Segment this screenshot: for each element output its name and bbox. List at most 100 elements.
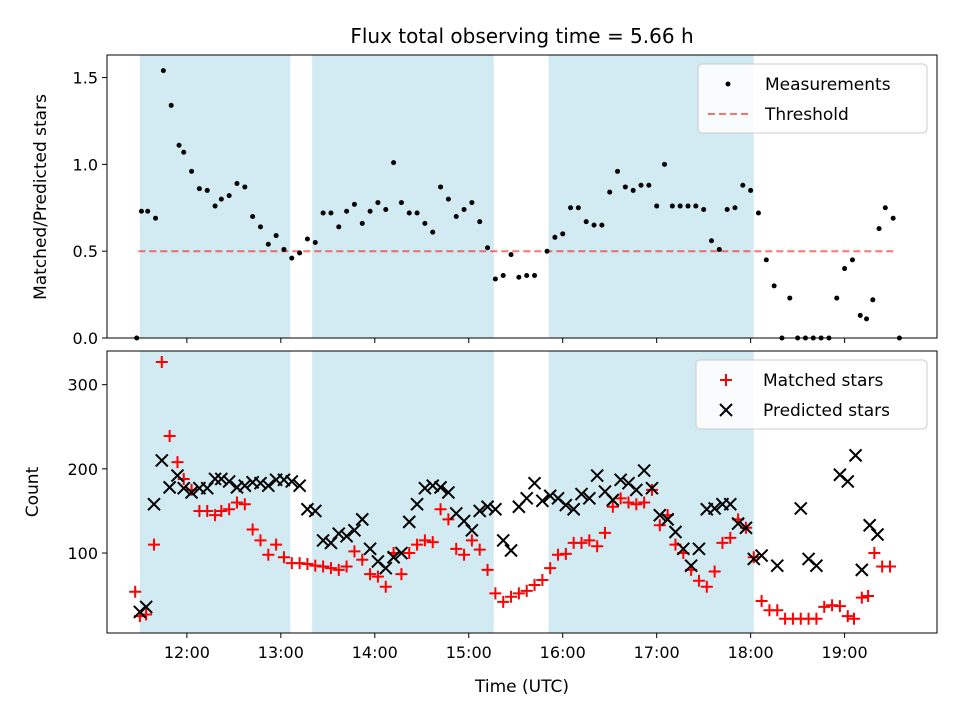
matched-star-point (348, 545, 361, 558)
matched-star-point (848, 612, 860, 625)
matched-star-point (692, 574, 705, 587)
measurement-point (250, 213, 256, 219)
legend-predicted-label: Predicted stars (763, 401, 890, 421)
measurement-point (677, 203, 683, 209)
measurement-point (654, 203, 660, 209)
predicted-star-point (139, 600, 153, 614)
measurement-point (560, 231, 566, 237)
x-tick-label: 14:00 (352, 643, 398, 662)
predicted-star-point (535, 494, 550, 508)
measurement-point (204, 187, 210, 193)
measurement-point (406, 210, 412, 216)
predicted-star-point (418, 481, 432, 495)
legend-measurements-label: Measurements (765, 75, 891, 95)
measurement-point (328, 210, 334, 216)
top-y-axis-label: Matched/Predicted stars (31, 94, 51, 300)
bottom-axes-frame (106, 350, 938, 634)
matched-star-point (458, 548, 471, 561)
matched-star-point (371, 570, 384, 583)
matched-star-point (716, 536, 729, 549)
legend-matched-marker (720, 374, 732, 386)
predicted-star-point (261, 478, 276, 493)
top-legend-box (697, 63, 928, 134)
matched-star-point (379, 580, 392, 593)
matched-star-point (332, 563, 345, 576)
matched-star-point (262, 548, 275, 561)
matched-star-point (528, 579, 541, 592)
predicted-star-point (543, 489, 557, 503)
measurement-point (732, 205, 738, 211)
measurement-point (351, 201, 357, 207)
predicted-star-point (222, 474, 236, 489)
measurement-point (638, 182, 644, 188)
predicted-star-point (441, 485, 456, 500)
measurement-point (508, 252, 514, 258)
predicted-star-point (684, 558, 698, 573)
measurement-point (607, 189, 613, 195)
matched-star-point (129, 585, 142, 598)
predicted-star-point (645, 481, 659, 495)
measurement-point (646, 182, 652, 188)
predicted-star-point (629, 483, 644, 497)
matched-star-point (841, 610, 854, 623)
measurement-point (532, 272, 538, 278)
matched-star-point (215, 504, 228, 517)
measurement-point (438, 184, 444, 190)
measurement-point (312, 240, 318, 246)
chart-title: Flux total observing time = 5.66 h (350, 24, 693, 48)
matched-star-point (209, 509, 222, 522)
predicted-star-point (747, 552, 761, 566)
measurement-point (226, 193, 232, 199)
predicted-star-point (488, 502, 503, 516)
measurement-point (568, 205, 574, 211)
predicted-star-point (285, 474, 299, 489)
predicted-star-point (707, 501, 722, 516)
matched-star-point (324, 562, 337, 575)
matched-star-point (395, 568, 408, 581)
measurement-point (320, 210, 326, 216)
matched-star-point (755, 595, 768, 608)
matched-star-point (505, 590, 518, 603)
matched-star-point (185, 483, 198, 496)
measurement-point (153, 215, 159, 221)
measurement-point (701, 207, 707, 213)
matched-star-point (724, 531, 737, 544)
measurement-point (755, 210, 761, 216)
top-legend: Measurements Threshold (697, 63, 928, 134)
predicted-star-point (574, 487, 589, 501)
matched-star-point (771, 604, 784, 617)
measurement-point (359, 220, 365, 226)
predicted-star-point (292, 478, 307, 493)
predicted-star-point (841, 474, 855, 489)
predicted-star-point (496, 533, 510, 548)
measurement-point (615, 168, 621, 174)
measurement-point (864, 316, 870, 322)
measurement-point (242, 184, 248, 190)
predicted-star-point (855, 563, 869, 577)
matched-star-point (442, 513, 455, 526)
predicted-star-point (770, 558, 784, 573)
matched-star-point (614, 492, 627, 505)
matched-star-point (708, 565, 721, 578)
x-axis-label: Time (UTC) (474, 677, 569, 697)
matched-star-point (559, 547, 572, 560)
matched-star-point (163, 430, 176, 443)
predicted-star-point (660, 512, 675, 527)
predicted-star-point (465, 523, 479, 538)
measurement-point (524, 272, 530, 278)
observing-interval (312, 55, 494, 338)
predicted-star-point (566, 502, 581, 516)
matched-star-point (147, 538, 160, 551)
matched-star-point (317, 560, 330, 573)
predicted-star-point (527, 476, 542, 490)
measurement-point (693, 203, 699, 209)
top-y-ticks: 0.0 0.5 1.0 1.5 (73, 69, 107, 348)
legend-matched-label: Matched stars (763, 371, 883, 391)
top-panel: 0.0 0.5 1.0 1.5 Matched/Predicted stars Mea… (31, 54, 938, 348)
predicted-star-point (347, 523, 362, 538)
measurement-point (771, 283, 777, 289)
predicted-star-point (731, 516, 745, 531)
predicted-star-point (339, 529, 354, 543)
matched-star-point (606, 500, 619, 513)
predicted-star-point (230, 480, 244, 495)
